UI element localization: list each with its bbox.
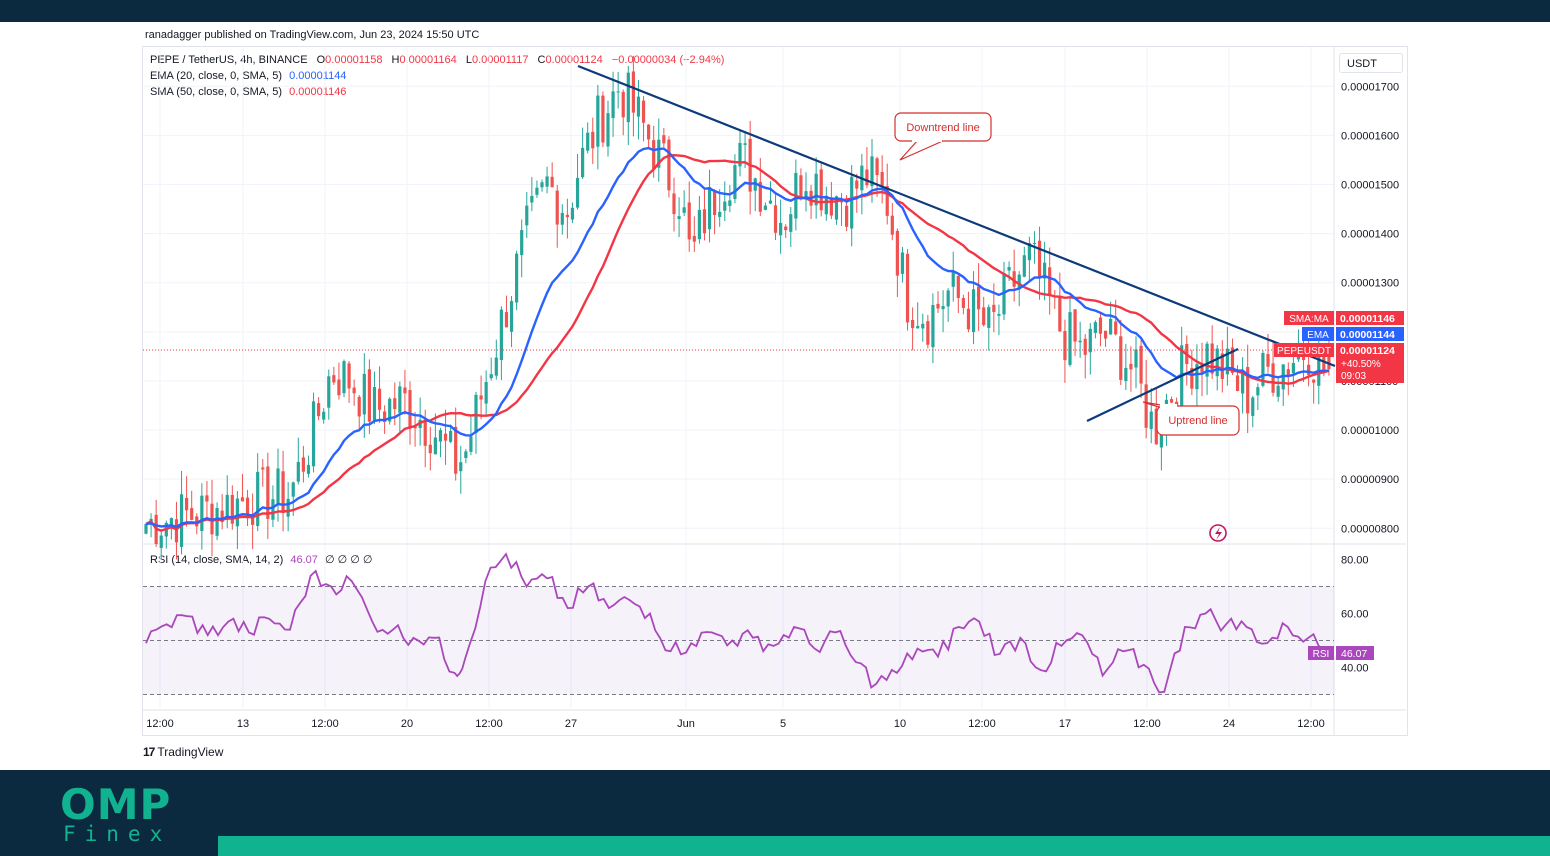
tradingview-brand[interactable]: 17 TradingView	[143, 745, 223, 759]
top-banner	[0, 0, 1550, 22]
close-label: C	[537, 54, 546, 66]
high-label: H	[391, 54, 400, 66]
ohlc-legend: PEPE / TetherUS, 4h, BINANCE O0.00001158…	[150, 54, 724, 66]
ema-legend-value: 0.00001144	[289, 70, 347, 82]
change-value: −0.00000034 (−2.94%)	[611, 54, 725, 66]
rsi-legend-value: 46.07	[290, 554, 318, 566]
ema-legend-label: EMA (20, close, 0, SMA, 5)	[150, 70, 283, 82]
currency-unit-button[interactable]: USDT	[1339, 53, 1403, 73]
symbol-label[interactable]: PEPE / TetherUS, 4h, BINANCE	[150, 54, 308, 66]
close-value: 0.00001124	[545, 54, 603, 66]
sma-legend[interactable]: SMA (50, close, 0, SMA, 5) 0.00001146	[150, 86, 346, 98]
low-value: 0.00001117	[471, 54, 529, 66]
sma-legend-value: 0.00001146	[289, 86, 347, 98]
open-label: O	[316, 54, 326, 66]
sma-legend-label: SMA (50, close, 0, SMA, 5)	[150, 86, 283, 98]
omp-logo: OMP	[60, 780, 172, 829]
tradingview-text: TradingView	[157, 745, 224, 759]
chart-frame	[142, 46, 1408, 736]
tradingview-logo-icon: 17	[143, 745, 155, 759]
rsi-legend-label: RSI (14, close, SMA, 14, 2)	[150, 554, 284, 566]
low-label: L	[465, 54, 472, 66]
finex-logo: Finex	[63, 822, 172, 846]
open-value: 0.00001158	[325, 54, 383, 66]
rsi-legend-extra: ∅ ∅ ∅ ∅	[324, 554, 373, 566]
rsi-legend[interactable]: RSI (14, close, SMA, 14, 2) 46.07 ∅ ∅ ∅ …	[150, 553, 372, 566]
high-value: 0.00001164	[399, 54, 457, 66]
publish-info: ranadagger published on TradingView.com,…	[145, 29, 480, 41]
ema-legend[interactable]: EMA (20, close, 0, SMA, 5) 0.00001144	[150, 70, 346, 82]
footer-accent-stripe	[218, 836, 1550, 856]
